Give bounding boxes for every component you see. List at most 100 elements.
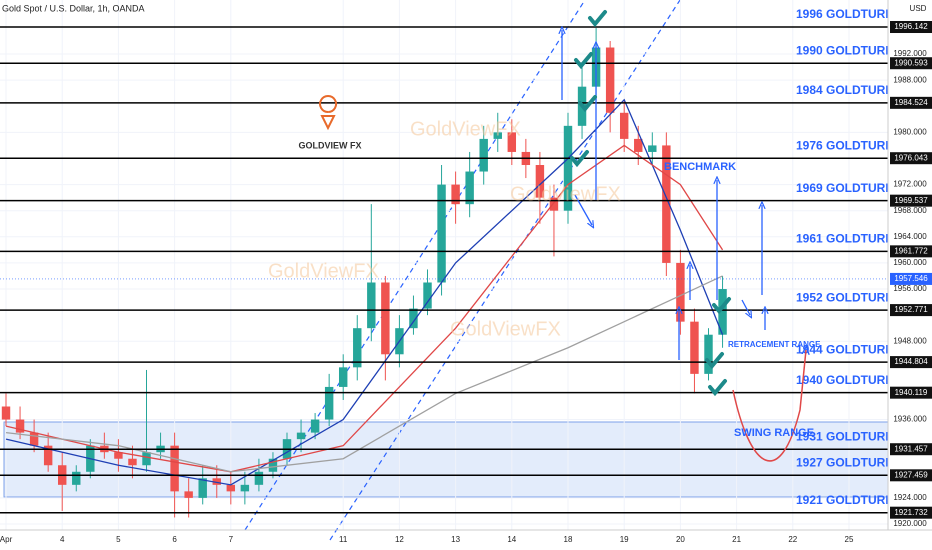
moving-average xyxy=(5,275,723,473)
price-tag xyxy=(890,57,932,70)
candle-body xyxy=(563,125,573,211)
moving-average xyxy=(5,144,724,473)
price-tag-label: 1996.142 xyxy=(894,22,928,31)
candle-body xyxy=(648,145,657,152)
candle-body xyxy=(718,289,727,335)
level-label: 1996 GOLDTURN xyxy=(796,7,894,21)
price-tag-label: 1952.771 xyxy=(894,305,928,314)
y-tick-label: 1992.000 xyxy=(893,49,927,58)
price-tag xyxy=(890,152,932,165)
price-tag-label: 1931.457 xyxy=(894,444,928,453)
level-label: 1944 GOLDTURN xyxy=(796,342,894,356)
candle-body xyxy=(423,282,432,309)
retracement-label: RETRACEMENT RANGE xyxy=(728,340,821,349)
candle-body xyxy=(634,138,643,152)
candle-body xyxy=(381,282,390,355)
level-label: 1952 GOLDTURN xyxy=(796,290,894,304)
price-tag xyxy=(890,194,932,207)
x-tick-label: 25 xyxy=(845,535,854,544)
y-tick-label: 1988.000 xyxy=(893,75,927,84)
level-label: 1984 GOLDTURN xyxy=(796,83,894,97)
x-tick-label: 4 xyxy=(60,535,65,544)
price-tag xyxy=(890,21,932,34)
level-label: 1969 GOLDTURN xyxy=(796,181,894,195)
moving-average xyxy=(5,98,724,486)
y-tick-label: 1964.000 xyxy=(893,232,927,241)
x-tick-label: 7 xyxy=(229,535,234,544)
candle-body xyxy=(142,452,151,466)
price-tag xyxy=(890,506,932,519)
candle-body xyxy=(128,458,137,466)
candle-body xyxy=(198,478,207,498)
y-tick-label: 1972.000 xyxy=(893,180,927,189)
price-tag-label: 1944.804 xyxy=(894,357,928,366)
candle-body xyxy=(690,321,699,374)
candle-body xyxy=(15,419,25,433)
x-tick-label: 20 xyxy=(676,535,685,544)
last-price-tag xyxy=(890,272,932,285)
candle-body xyxy=(493,132,502,139)
y-tick-label: 1960.000 xyxy=(893,258,927,267)
candle-body xyxy=(549,197,559,211)
candle-body xyxy=(212,478,221,485)
candle-body xyxy=(226,484,236,492)
x-tick-label: 22 xyxy=(788,535,797,544)
price-tag-label: 1969.537 xyxy=(894,196,928,205)
candle-body xyxy=(353,328,362,368)
candle-body xyxy=(409,308,418,329)
candle-body xyxy=(676,262,685,322)
candle-body xyxy=(310,419,320,433)
level-label: 1931 GOLDTURN xyxy=(796,429,894,443)
swing-box xyxy=(3,421,889,498)
y-tick-label: 1920.000 xyxy=(893,519,927,528)
logo: GOLDVIEW FX xyxy=(299,95,362,150)
arrows xyxy=(562,30,765,360)
level-label: 1961 GOLDTURN xyxy=(796,232,894,246)
y-tick-label: 1980.000 xyxy=(893,127,927,136)
x-tick-label: 21 xyxy=(732,535,741,544)
candle-body xyxy=(338,367,348,387)
swing-label: SWING RANGE xyxy=(734,427,814,439)
x-tick-label: 11 xyxy=(339,535,348,544)
candle-body xyxy=(72,471,81,485)
chart-title: Gold Spot / U.S. Dollar, 1h, OANDA xyxy=(2,3,145,13)
price-tag xyxy=(890,96,932,109)
candle-body xyxy=(43,445,53,466)
candle-body xyxy=(268,458,278,472)
level-label: 1927 GOLDTURN xyxy=(796,455,894,469)
price-tag-label: 1976.043 xyxy=(894,153,928,162)
x-tick-label: 14 xyxy=(507,535,516,544)
candle-body xyxy=(254,471,264,485)
watermark: GoldViewFX xyxy=(450,318,561,340)
price-tag xyxy=(890,469,932,482)
price-tag-label: 1961.772 xyxy=(894,246,928,255)
candle-body xyxy=(662,145,671,263)
price-tag xyxy=(890,443,932,456)
candle-body xyxy=(1,406,11,420)
price-tag xyxy=(890,386,932,399)
x-tick-label: 18 xyxy=(564,535,573,544)
swing-arc xyxy=(732,350,806,462)
x-tick-label: Apr xyxy=(0,535,13,544)
y-tick-label: 1948.000 xyxy=(893,336,927,345)
y-tick-label: 1924.000 xyxy=(893,493,927,502)
logo-text: GOLDVIEW FX xyxy=(299,140,362,150)
currency: USD xyxy=(910,4,927,13)
level-label: 1940 GOLDTURN xyxy=(796,373,894,387)
price-tag-label: 1984.524 xyxy=(894,98,928,107)
x-tick-label: 6 xyxy=(172,535,177,544)
level-label: 1976 GOLDTURN xyxy=(796,138,894,152)
price-tag-label: 1921.732 xyxy=(894,508,928,517)
channel xyxy=(244,0,681,541)
price-tag-label: 1940.119 xyxy=(895,388,928,397)
candle-body xyxy=(479,138,488,172)
price-tag xyxy=(890,304,932,317)
x-tick-label: 5 xyxy=(116,535,121,544)
candle-body xyxy=(296,432,306,440)
x-tick-label: 19 xyxy=(620,535,629,544)
candle-body xyxy=(184,491,193,498)
candle-body xyxy=(465,171,474,205)
candle-body xyxy=(29,432,39,446)
candle-body xyxy=(367,282,376,329)
